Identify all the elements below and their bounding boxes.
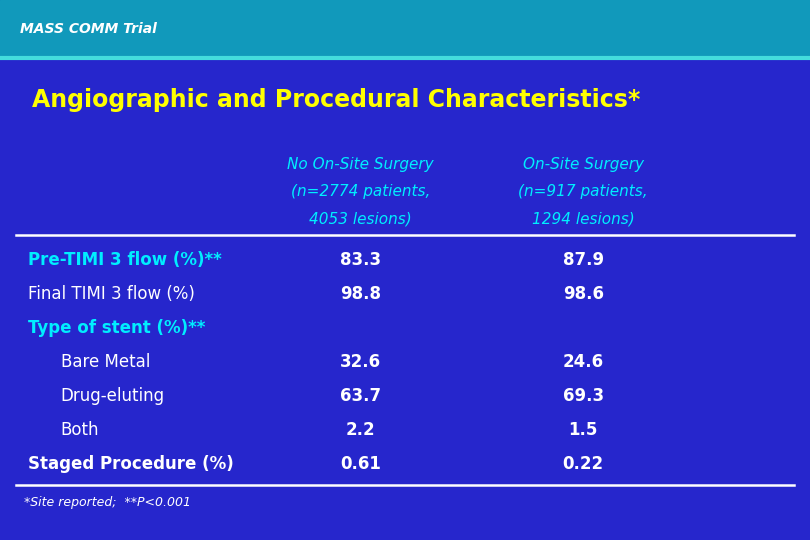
- Text: 1.5: 1.5: [569, 421, 598, 440]
- Text: MASS COMM Trial: MASS COMM Trial: [20, 22, 157, 36]
- Text: 32.6: 32.6: [340, 353, 381, 372]
- Text: 87.9: 87.9: [563, 251, 603, 269]
- Text: Staged Procedure (%): Staged Procedure (%): [28, 455, 234, 474]
- Text: Drug-eluting: Drug-eluting: [61, 387, 165, 406]
- Text: Type of stent (%)**: Type of stent (%)**: [28, 319, 206, 338]
- Text: No On-Site Surgery: No On-Site Surgery: [287, 157, 434, 172]
- Text: 0.61: 0.61: [340, 455, 381, 474]
- Text: Pre-TIMI 3 flow (%)**: Pre-TIMI 3 flow (%)**: [28, 251, 222, 269]
- Text: 4053 lesions): 4053 lesions): [309, 211, 411, 226]
- Text: Angiographic and Procedural Characteristics*: Angiographic and Procedural Characterist…: [32, 88, 641, 112]
- Text: On-Site Surgery: On-Site Surgery: [522, 157, 644, 172]
- Text: 1294 lesions): 1294 lesions): [532, 211, 634, 226]
- Text: 83.3: 83.3: [340, 251, 381, 269]
- Text: *Site reported;  **P<0.001: *Site reported; **P<0.001: [24, 496, 191, 509]
- Text: 2.2: 2.2: [346, 421, 375, 440]
- Text: 69.3: 69.3: [563, 387, 603, 406]
- Text: 24.6: 24.6: [563, 353, 603, 372]
- Text: Both: Both: [61, 421, 100, 440]
- Text: 98.8: 98.8: [340, 285, 381, 303]
- Text: 98.6: 98.6: [563, 285, 603, 303]
- Text: Final TIMI 3 flow (%): Final TIMI 3 flow (%): [28, 285, 195, 303]
- Text: (n=2774 patients,: (n=2774 patients,: [291, 184, 430, 199]
- Text: 0.22: 0.22: [563, 455, 603, 474]
- Text: 63.7: 63.7: [340, 387, 381, 406]
- Text: Bare Metal: Bare Metal: [61, 353, 150, 372]
- Text: (n=917 patients,: (n=917 patients,: [518, 184, 648, 199]
